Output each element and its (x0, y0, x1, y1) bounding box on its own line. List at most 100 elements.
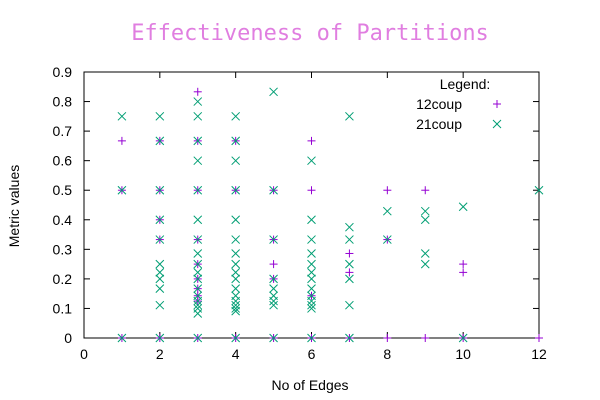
data-point-21coup (193, 284, 203, 293)
data-point-21coup (345, 222, 354, 232)
data-point-12coup (459, 268, 468, 277)
y-axis: 0 0.1 0.2 0.3 0.4 0.5 0.6 0.7 0.8 0.9 (53, 64, 539, 346)
x-axis-label: No of Edges (271, 377, 348, 393)
data-point-21coup (382, 206, 392, 216)
data-point-21coup (231, 274, 241, 284)
legend-label-21coup: 21coup (416, 116, 462, 132)
data-point-21coup (193, 97, 203, 106)
y-tick-label: 0.5 (53, 182, 73, 198)
data-point-21coup (307, 215, 316, 225)
data-point-21coup (155, 136, 165, 146)
data-point-21coup (420, 249, 430, 258)
data-point-21coup (231, 156, 241, 166)
data-point-21coup (155, 268, 165, 277)
data-point-21coup (231, 304, 241, 313)
data-point-21coup (193, 268, 203, 277)
x-tick-label: 6 (308, 346, 316, 362)
legend: Legend: 12coup 21coup (416, 76, 502, 132)
data-point-12coup (535, 334, 543, 342)
y-tick-label: 0.2 (53, 271, 73, 287)
data-point-21coup (155, 333, 165, 343)
data-point-21coup (193, 136, 203, 146)
data-points (117, 87, 544, 343)
data-point-21coup (420, 215, 430, 225)
data-point-21coup (382, 235, 392, 244)
y-tick-label: 0.7 (53, 123, 73, 139)
data-point-21coup (155, 185, 165, 195)
data-point-21coup (307, 259, 316, 269)
y-tick-label: 0.6 (53, 153, 73, 169)
data-point-21coup (307, 304, 316, 313)
data-point-21coup (231, 215, 241, 225)
data-point-21coup (193, 185, 203, 195)
data-point-21coup (307, 300, 316, 310)
data-point-21coup (231, 268, 241, 277)
legend-marker-12coup (493, 100, 501, 108)
data-point-21coup (155, 300, 165, 310)
data-point-21coup (193, 300, 203, 310)
data-point-21coup (231, 291, 241, 301)
data-point-21coup (193, 274, 203, 284)
data-point-21coup (269, 300, 278, 310)
data-point-21coup (155, 284, 165, 293)
data-point-12coup (307, 136, 316, 145)
data-point-21coup (193, 249, 203, 258)
data-point-12coup (193, 87, 202, 96)
data-point-21coup (193, 333, 203, 343)
data-point-21coup (193, 235, 203, 244)
data-point-21coup (231, 111, 241, 121)
data-point-21coup (307, 268, 316, 277)
x-tick-label: 2 (156, 346, 164, 362)
data-point-12coup (383, 186, 392, 195)
x-tick-label: 8 (383, 346, 391, 362)
data-point-21coup (231, 300, 241, 310)
data-point-21coup (231, 259, 241, 269)
data-point-21coup (193, 215, 203, 225)
data-point-21coup (117, 333, 127, 343)
data-point-21coup (345, 333, 354, 343)
y-tick-label: 0.9 (53, 64, 73, 80)
data-point-12coup (459, 260, 468, 269)
data-point-21coup (269, 235, 278, 244)
data-point-21coup (345, 235, 354, 244)
data-point-21coup (307, 156, 316, 166)
data-point-12coup (345, 249, 354, 258)
x-tick-label: 4 (232, 346, 240, 362)
data-point-21coup (269, 274, 278, 284)
data-point-21coup (117, 111, 127, 121)
data-point-21coup (231, 136, 241, 146)
data-point-21coup (458, 202, 468, 212)
x-tick-label: 10 (455, 346, 471, 362)
data-point-21coup (231, 185, 241, 195)
data-point-21coup (307, 284, 316, 293)
x-tick-label: 12 (531, 346, 547, 362)
data-point-21coup (155, 259, 165, 269)
data-point-21coup (269, 333, 278, 343)
data-point-21coup (307, 249, 316, 258)
legend-title: Legend: (440, 76, 491, 92)
data-point-12coup (117, 136, 126, 145)
chart-title: Effectiveness of Partitions (131, 21, 489, 46)
data-point-21coup (534, 185, 544, 195)
data-point-21coup (231, 235, 241, 244)
data-point-21coup (193, 291, 203, 301)
data-point-12coup (269, 260, 278, 269)
y-tick-label: 0.8 (53, 94, 73, 110)
y-tick-label: 0.3 (53, 241, 73, 257)
data-point-12coup (421, 334, 430, 342)
data-point-21coup (345, 274, 354, 284)
data-point-21coup (420, 206, 430, 216)
data-point-21coup (231, 333, 241, 343)
data-point-21coup (269, 185, 278, 195)
data-point-21coup (307, 235, 316, 244)
data-point-12coup (421, 186, 430, 195)
data-point-21coup (269, 284, 278, 293)
legend-marker-21coup (492, 119, 502, 129)
data-point-21coup (345, 300, 354, 310)
y-axis-label: Metric values (6, 165, 22, 247)
data-point-12coup (345, 268, 354, 277)
data-point-21coup (193, 111, 203, 121)
data-point-21coup (420, 259, 430, 269)
data-point-21coup (193, 259, 203, 269)
